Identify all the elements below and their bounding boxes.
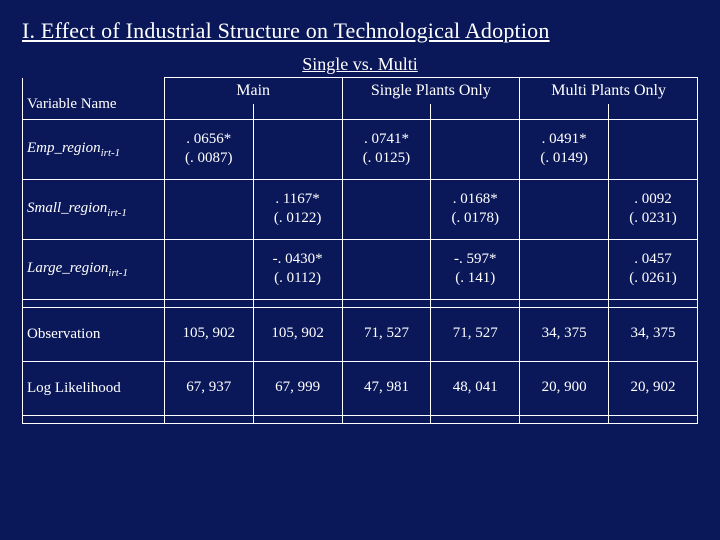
cell: 105, 902 bbox=[253, 307, 342, 361]
row-log-likelihood: Log Likelihood 67, 937 67, 999 47, 981 4… bbox=[23, 361, 698, 415]
cell: 67, 999 bbox=[253, 361, 342, 415]
cell: . 0457 (. 0261) bbox=[609, 239, 698, 299]
cell: 34, 375 bbox=[520, 307, 609, 361]
cell-varname: Log Likelihood bbox=[23, 361, 165, 415]
cell-varname: Observation bbox=[23, 307, 165, 361]
cell: -. 597* (. 141) bbox=[431, 239, 520, 299]
row-large-region: Large_regionirt-1 -. 0430* (. 0112) -. 5… bbox=[23, 239, 698, 299]
cell bbox=[253, 119, 342, 179]
cell: 34, 375 bbox=[609, 307, 698, 361]
cell: -. 0430* (. 0112) bbox=[253, 239, 342, 299]
cell: 71, 527 bbox=[342, 307, 431, 361]
header-single: Single Plants Only bbox=[342, 78, 520, 105]
footer-gap bbox=[23, 415, 698, 423]
cell: . 1167* (. 0122) bbox=[253, 179, 342, 239]
row-emp-region: Emp_regionirt-1 . 0656* (. 0087) . 0741*… bbox=[23, 119, 698, 179]
cell bbox=[520, 179, 609, 239]
cell bbox=[342, 239, 431, 299]
cell-varname: Small_regionirt-1 bbox=[23, 179, 165, 239]
cell bbox=[609, 119, 698, 179]
cell bbox=[164, 179, 253, 239]
cell bbox=[431, 119, 520, 179]
cell: 67, 937 bbox=[164, 361, 253, 415]
header-main: Main bbox=[164, 78, 342, 105]
cell bbox=[164, 239, 253, 299]
results-table: Variable Name Main Single Plants Only Mu… bbox=[22, 77, 698, 424]
cell: 20, 902 bbox=[609, 361, 698, 415]
cell: . 0741* (. 0125) bbox=[342, 119, 431, 179]
cell bbox=[520, 239, 609, 299]
cell: 105, 902 bbox=[164, 307, 253, 361]
cell: 47, 981 bbox=[342, 361, 431, 415]
row-observation: Observation 105, 902 105, 902 71, 527 71… bbox=[23, 307, 698, 361]
cell-varname: Emp_regionirt-1 bbox=[23, 119, 165, 179]
header-row-groups: Variable Name Main Single Plants Only Mu… bbox=[23, 78, 698, 105]
cell: 48, 041 bbox=[431, 361, 520, 415]
cell: 20, 900 bbox=[520, 361, 609, 415]
header-variable-name: Variable Name bbox=[23, 78, 165, 120]
cell: . 0092 (. 0231) bbox=[609, 179, 698, 239]
divider-row bbox=[23, 299, 698, 307]
header-multi: Multi Plants Only bbox=[520, 78, 698, 105]
slide-subtitle: Single vs. Multi bbox=[22, 54, 698, 75]
cell-varname: Large_regionirt-1 bbox=[23, 239, 165, 299]
cell: 71, 527 bbox=[431, 307, 520, 361]
cell: . 0168* (. 0178) bbox=[431, 179, 520, 239]
cell: . 0491* (. 0149) bbox=[520, 119, 609, 179]
slide-title: I. Effect of Industrial Structure on Tec… bbox=[22, 18, 698, 44]
row-small-region: Small_regionirt-1 . 1167* (. 0122) . 016… bbox=[23, 179, 698, 239]
cell: . 0656* (. 0087) bbox=[164, 119, 253, 179]
cell bbox=[342, 179, 431, 239]
